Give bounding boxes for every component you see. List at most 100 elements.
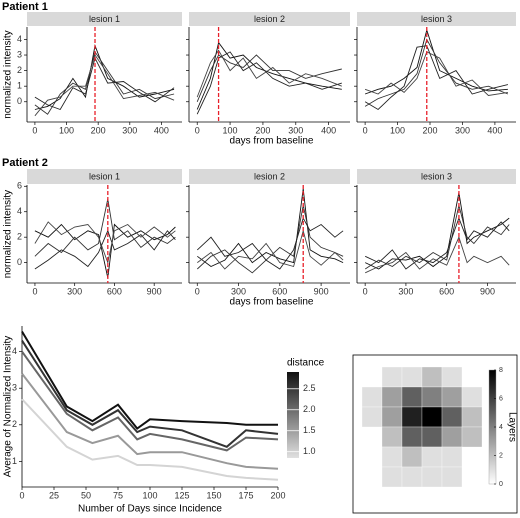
colorbar-label: 2.0: [303, 404, 316, 414]
y-tick-label: 4: [12, 346, 17, 356]
heat-cell: [381, 386, 403, 408]
series-line: [197, 229, 344, 270]
colorbar-label: 1.0: [303, 446, 316, 456]
series-line: [197, 188, 344, 268]
facet-label: lesion 2: [254, 14, 285, 24]
series-line: [196, 54, 342, 102]
colorbar-label: 1.5: [303, 425, 316, 435]
series-line: [364, 38, 509, 107]
y-tick-label: 0: [17, 96, 22, 106]
x-tick-label: 75: [113, 490, 123, 500]
heat-cell: [421, 466, 443, 488]
heat-cell: [461, 386, 483, 408]
x-tick-label: 600: [107, 286, 122, 296]
x-tick-label: 600: [439, 286, 454, 296]
facet-strip: [27, 169, 182, 184]
facet-strip: [357, 169, 516, 184]
x-tick-label: 0: [363, 125, 368, 135]
y-tick-label: 3: [17, 49, 22, 59]
series-line: [21, 330, 278, 430]
series-line: [196, 205, 344, 274]
y-tick-label: 2: [17, 65, 22, 75]
series-line: [196, 216, 344, 270]
series-line: [21, 398, 279, 481]
heat-cell: [401, 426, 423, 448]
series-line: [364, 205, 510, 270]
heat-cell: [381, 466, 403, 488]
x-tick-label: 150: [206, 490, 221, 500]
x-tick-label: 400: [154, 125, 169, 135]
series-line: [196, 51, 342, 115]
section-title: Patient 2: [2, 157, 48, 169]
heat-cell: [441, 406, 463, 428]
heat-cell: [401, 366, 423, 388]
series-line: [365, 235, 510, 274]
x-tick-label: 100: [142, 490, 157, 500]
series-line: [365, 192, 510, 270]
y-tick-label: 2: [17, 232, 22, 242]
x-tick-label: 300: [122, 125, 137, 135]
x-tick-label: 300: [398, 286, 413, 296]
y-tick-label: 4: [17, 34, 22, 44]
x-tick-label: 200: [255, 125, 270, 135]
colorbar-label: 2.5: [303, 383, 316, 393]
x-tick-label: 0: [195, 286, 200, 296]
heat-cell: [421, 406, 443, 428]
heat-cell: [421, 366, 443, 388]
x-tick-label: 100: [390, 125, 405, 135]
legend-title: distance: [287, 358, 325, 369]
colorbar-label: 0: [499, 481, 503, 488]
heat-cell: [421, 386, 443, 408]
x-axis-label: days from baseline: [230, 297, 314, 308]
heat-cell: [461, 406, 483, 428]
colorbar-label: 4: [499, 424, 503, 431]
section-title: Patient 1: [2, 1, 48, 13]
x-tick-label: 900: [480, 286, 495, 296]
x-tick-label: 300: [455, 125, 470, 135]
colorbar: [287, 372, 299, 458]
heat-cell: [441, 426, 463, 448]
y-tick-label: 1: [17, 81, 22, 91]
x-tick-label: 200: [270, 490, 285, 500]
series-line: [34, 223, 176, 278]
x-tick-label: 100: [223, 125, 238, 135]
x-axis-label: days from baseline: [230, 136, 314, 147]
heat-cell: [401, 446, 423, 468]
series-line: [21, 351, 279, 452]
heat-cell: [401, 406, 423, 428]
facet-label: lesion 1: [89, 14, 120, 24]
facet-strip: [189, 12, 350, 26]
heat-cell: [361, 406, 383, 428]
colorbar-label: 8: [499, 367, 503, 374]
series-line: [34, 221, 176, 265]
x-tick-label: 25: [49, 490, 59, 500]
series-line: [196, 49, 342, 98]
series-line: [34, 53, 175, 117]
x-tick-label: 0: [19, 490, 24, 500]
heat-cell: [401, 466, 423, 488]
heat-cell: [441, 446, 463, 468]
series-line: [364, 45, 509, 111]
series-line: [34, 50, 175, 115]
legend-title: Layers: [506, 412, 517, 442]
x-tick-label: 600: [272, 286, 287, 296]
y-tick-label: 2: [12, 419, 17, 429]
heat-cell: [441, 466, 463, 488]
y-tick-label: 0: [17, 257, 22, 267]
series-line: [364, 28, 508, 95]
x-tick-label: 50: [81, 490, 91, 500]
colorbar-label: 6: [499, 395, 503, 402]
x-tick-label: 300: [231, 286, 246, 296]
series-line: [365, 216, 510, 270]
y-tick-label: 1: [12, 456, 17, 466]
x-tick-label: 200: [422, 125, 437, 135]
series-line: [34, 229, 176, 270]
series-line: [21, 340, 279, 448]
y-axis-label: normalized intensity: [3, 30, 14, 118]
x-tick-label: 400: [487, 125, 502, 135]
facet-strip: [189, 169, 350, 184]
heat-cell: [361, 386, 383, 408]
series-line: [21, 372, 279, 470]
heat-cell: [381, 446, 403, 468]
y-axis-label: Average of Normalized Intensity: [3, 336, 14, 478]
